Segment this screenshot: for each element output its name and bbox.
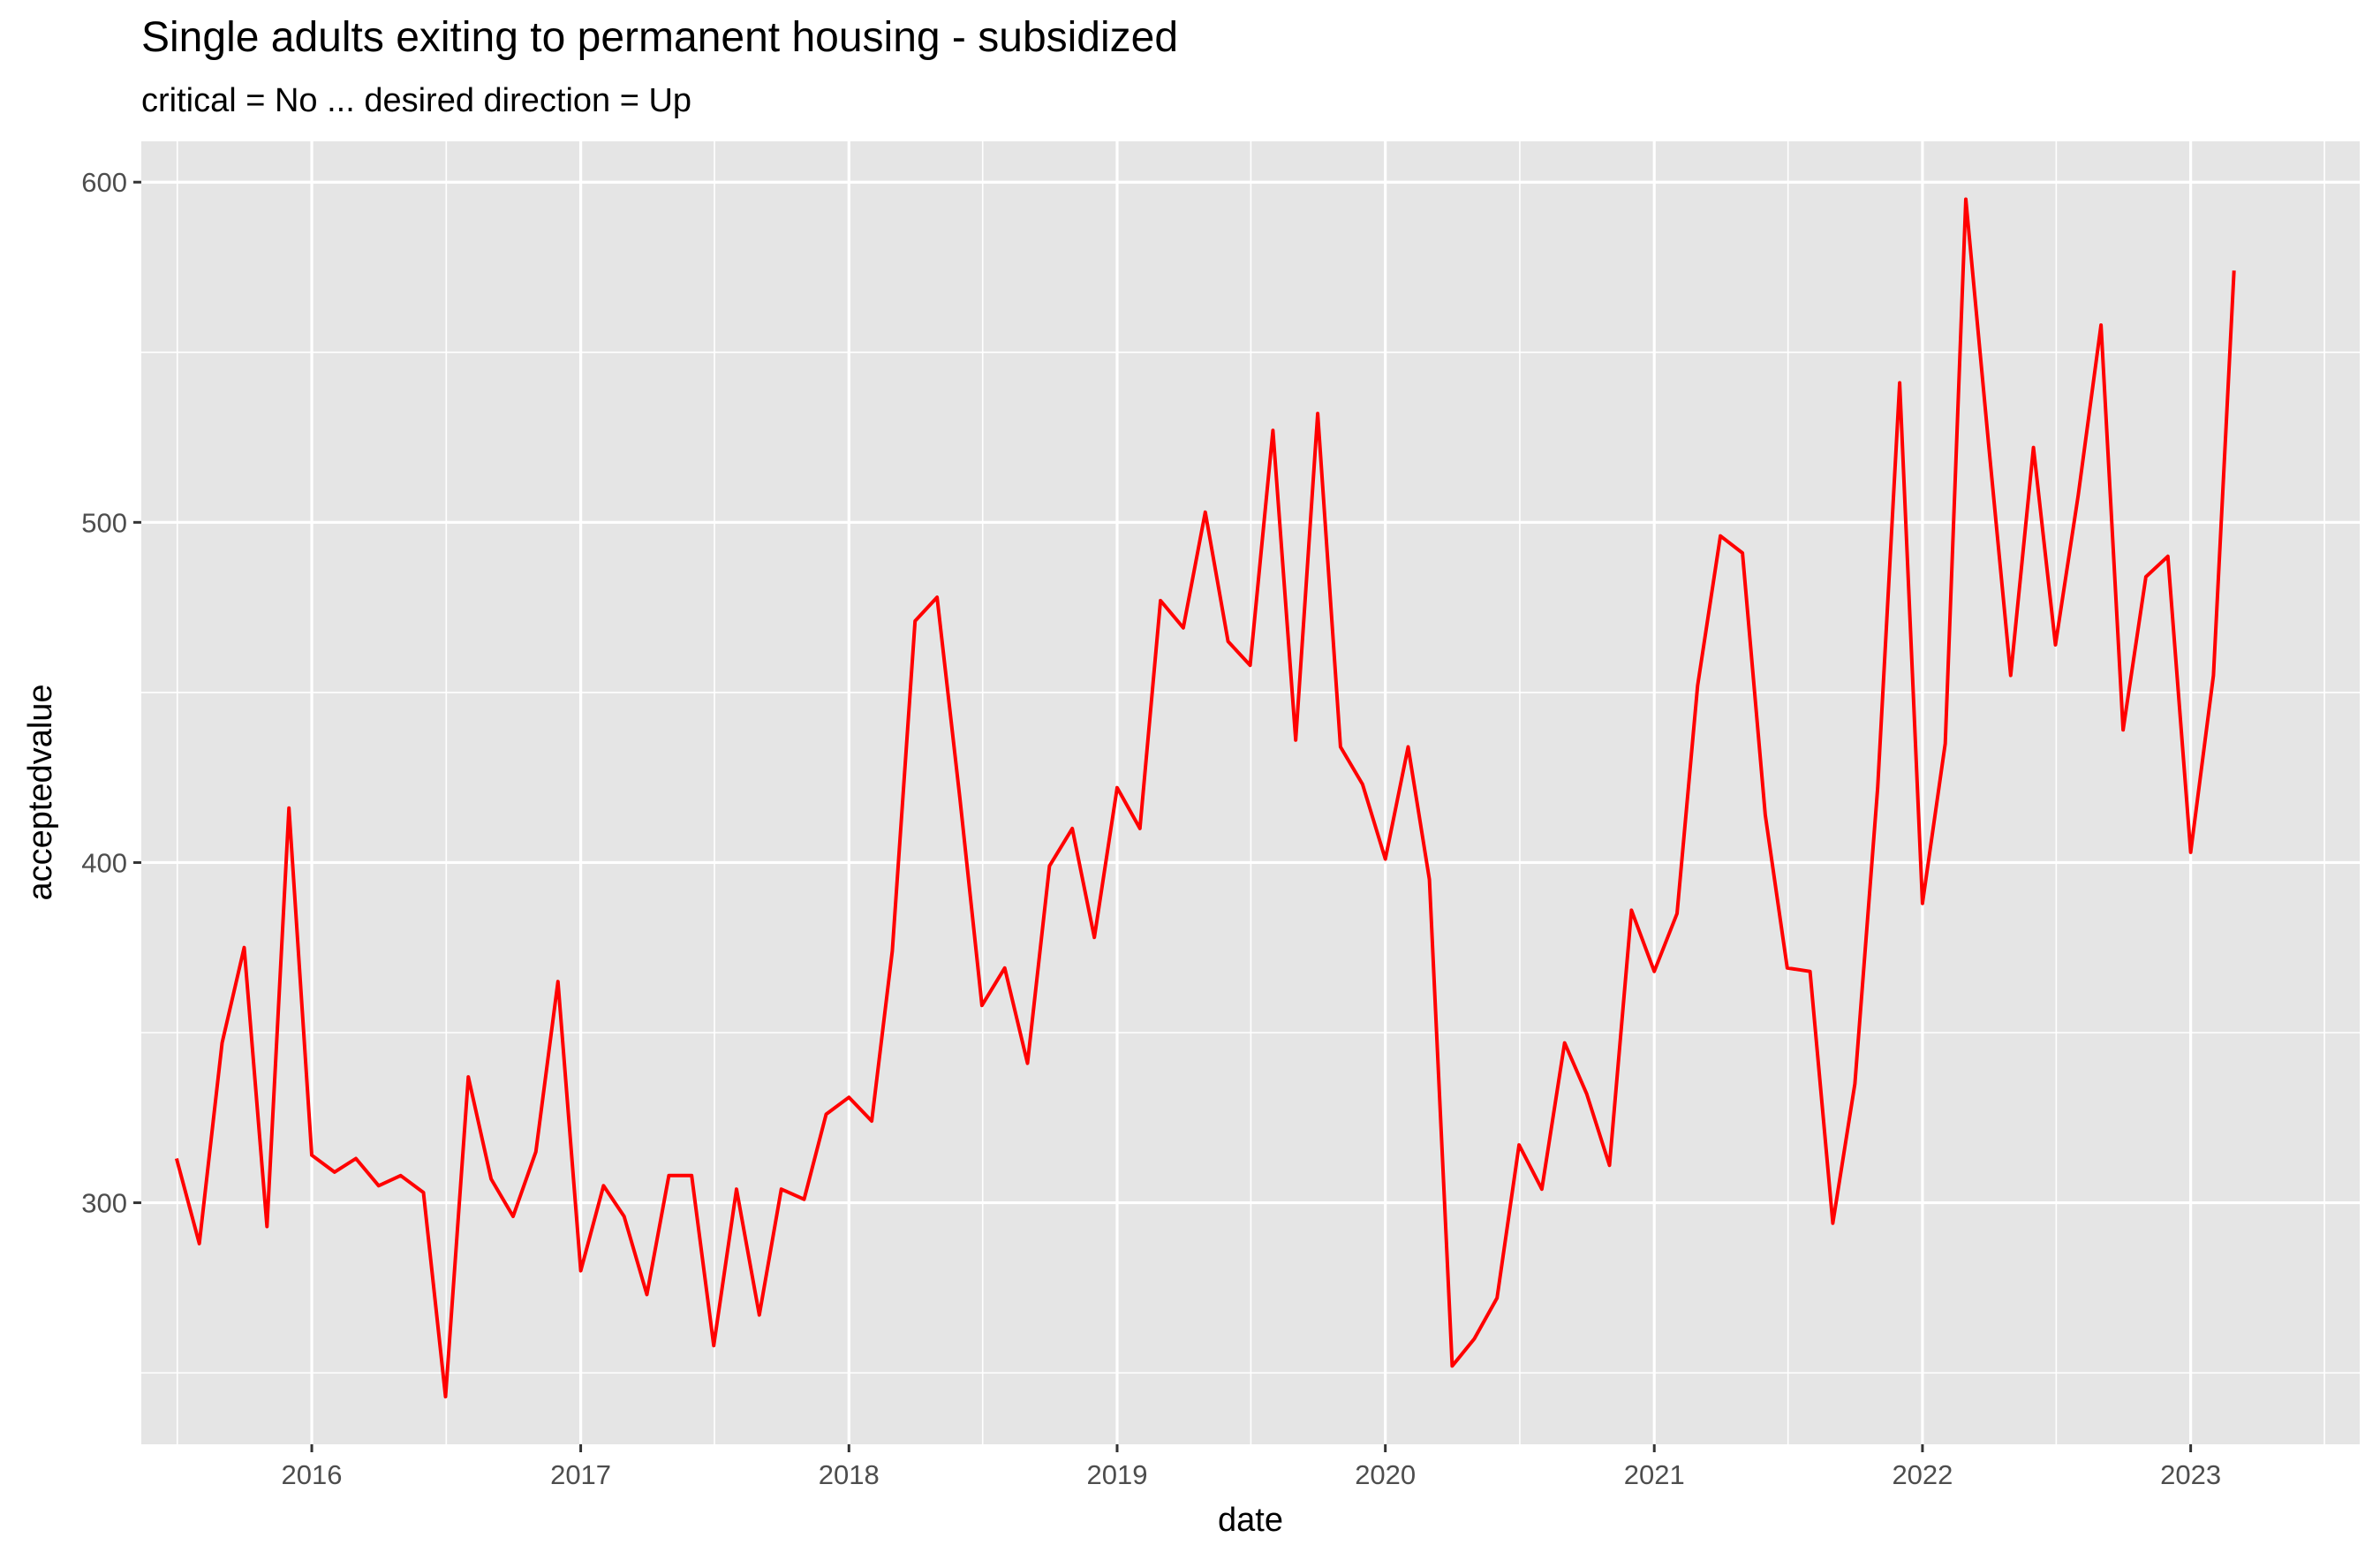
x-tick-label: 2020 [1355,1459,1416,1490]
y-tick-label: 500 [81,507,127,538]
chart-title: Single adults exiting to permanent housi… [141,14,1178,61]
y-axis: 300 400 500 600 [81,167,141,1219]
y-axis-title: acceptedvalue [22,684,59,900]
x-tick-label: 2021 [1624,1459,1685,1490]
x-tick-label: 2019 [1086,1459,1147,1490]
series-line [174,197,2236,1399]
y-tick-label: 400 [81,847,127,878]
x-axis: 2016 2017 2018 2019 2020 2021 2022 2023 [282,1444,2221,1490]
x-tick-label: 2018 [819,1459,880,1490]
y-tick-label: 300 [81,1188,127,1219]
grid-minor [141,141,2360,1444]
x-tick-label: 2016 [282,1459,343,1490]
grid-major [141,141,2360,1444]
y-tick-label: 600 [81,167,127,198]
x-axis-title: date [1218,1502,1283,1539]
chart-subtitle: critical = No ... desired direction = Up [141,82,691,119]
x-tick-label: 2022 [1892,1459,1953,1490]
x-tick-label: 2017 [550,1459,611,1490]
x-tick-label: 2023 [2160,1459,2221,1490]
